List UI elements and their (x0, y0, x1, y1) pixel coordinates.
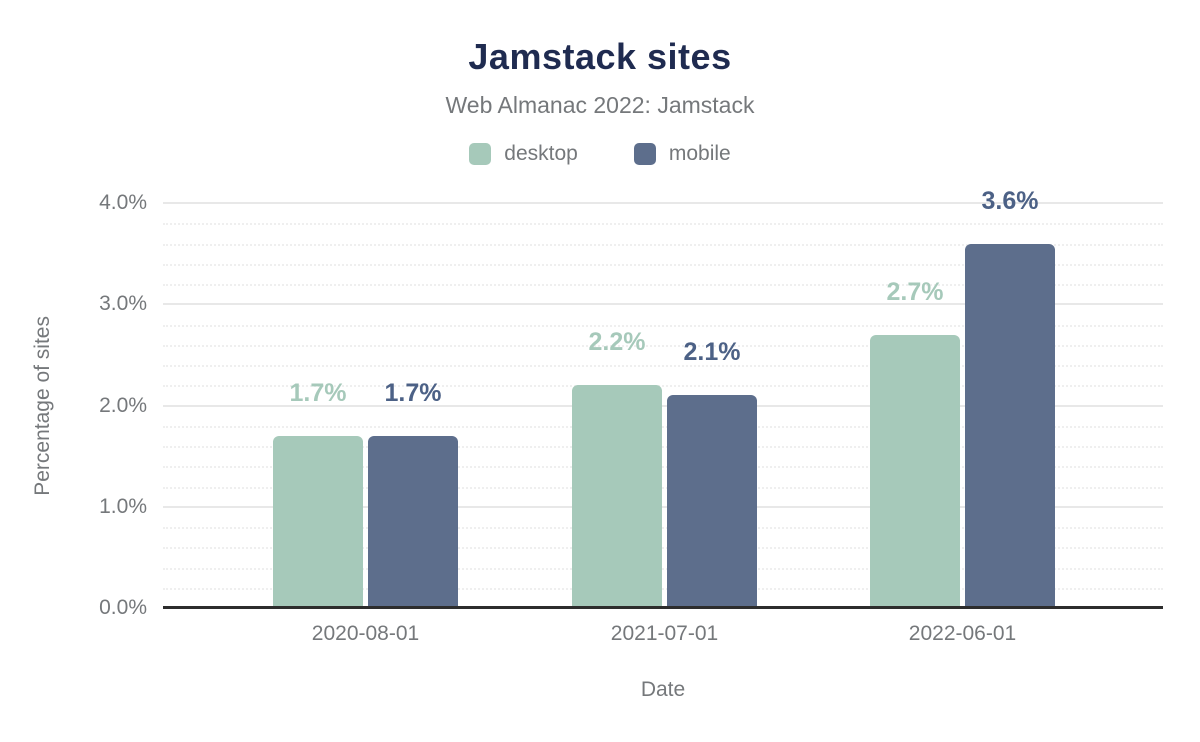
major-gridline (163, 404, 1163, 407)
bar-value-label-mobile-2021-07-01: 2.1% (683, 338, 741, 367)
minor-gridline (163, 425, 1163, 428)
bar-value-label-mobile-2022-06-01: 3.6% (981, 186, 1039, 215)
minor-gridline (163, 466, 1163, 469)
minor-gridline (163, 324, 1163, 327)
y-tick-label: 3.0% (99, 292, 147, 316)
y-tick-label: 2.0% (99, 393, 147, 417)
x-tick-label: 2021-07-01 (610, 622, 719, 645)
minor-gridline (163, 243, 1163, 246)
minor-gridline (163, 567, 1163, 570)
bar-mobile-2022-06-01[interactable] (965, 243, 1055, 608)
x-axis-title: Date (640, 678, 686, 701)
major-gridline (163, 303, 1163, 306)
y-tick-label: 4.0% (99, 191, 147, 214)
bar-value-label-mobile-2020-08-01: 1.7% (384, 378, 442, 407)
minor-gridline (163, 223, 1163, 226)
chart-subtitle: Web Almanac 2022: Jamstack (445, 92, 755, 118)
minor-gridline (163, 527, 1163, 529)
x-axis-line (163, 606, 1163, 609)
legend-item-desktop[interactable]: desktop (469, 142, 578, 166)
minor-gridline (163, 344, 1163, 347)
bar-desktop-2020-08-01[interactable] (273, 435, 363, 608)
minor-gridline (163, 587, 1163, 590)
minor-gridline (163, 365, 1163, 367)
bar-desktop-2021-07-01[interactable] (572, 385, 662, 608)
bar-value-label-desktop-2020-08-01: 1.7% (289, 378, 347, 407)
minor-gridline (163, 486, 1163, 489)
legend-item-mobile[interactable]: mobile (633, 142, 731, 166)
bar-mobile-2021-07-01[interactable] (667, 395, 757, 608)
y-tick-label: 1.0% (99, 494, 147, 518)
minor-gridline (163, 263, 1163, 266)
major-gridline (163, 505, 1163, 508)
plot-area: 1.7% 1.7% 2020-08-01 2.2% 2.1% 2021-07-01 2.7%… (163, 187, 1163, 645)
mobile-swatch-icon (633, 143, 656, 165)
bar-mobile-2020-08-01[interactable] (368, 435, 458, 608)
minor-gridline (163, 284, 1163, 286)
bar-value-label-desktop-2022-06-01: 2.7% (886, 277, 944, 306)
minor-gridline (163, 547, 1163, 550)
bar-value-label-desktop-2021-07-01: 2.2% (588, 328, 646, 357)
desktop-swatch-icon (469, 143, 492, 165)
minor-gridline (163, 385, 1163, 388)
legend: desktop mobile (0, 142, 1200, 166)
x-tick-label: 2020-08-01 (311, 622, 420, 645)
y-axis-ticks: 0.0% 1.0% 2.0% 3.0% 4.0% (0, 191, 155, 619)
y-tick-label: 0.0% (99, 596, 147, 619)
major-gridline (163, 202, 1163, 204)
bar-desktop-2022-06-01[interactable] (870, 334, 960, 608)
minor-gridline (163, 446, 1163, 448)
chart-title: Jamstack sites (468, 36, 732, 77)
legend-label-mobile: mobile (668, 142, 731, 165)
legend-label-desktop: desktop (504, 142, 578, 165)
x-tick-label: 2022-06-01 (908, 622, 1017, 645)
